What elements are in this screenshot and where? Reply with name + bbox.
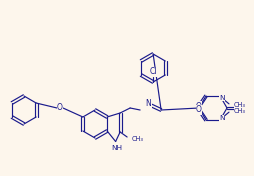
Text: N: N — [145, 99, 151, 108]
Text: N: N — [219, 95, 225, 101]
Text: NH: NH — [111, 146, 122, 152]
Text: CH₃: CH₃ — [234, 108, 246, 114]
Text: CH₃: CH₃ — [234, 102, 246, 108]
Text: Cl: Cl — [149, 68, 157, 77]
Text: CH₃: CH₃ — [132, 136, 144, 142]
Text: O: O — [57, 103, 63, 112]
Text: N: N — [219, 115, 225, 121]
Text: O: O — [196, 102, 202, 111]
Text: O: O — [238, 103, 244, 112]
Text: O: O — [196, 105, 202, 114]
